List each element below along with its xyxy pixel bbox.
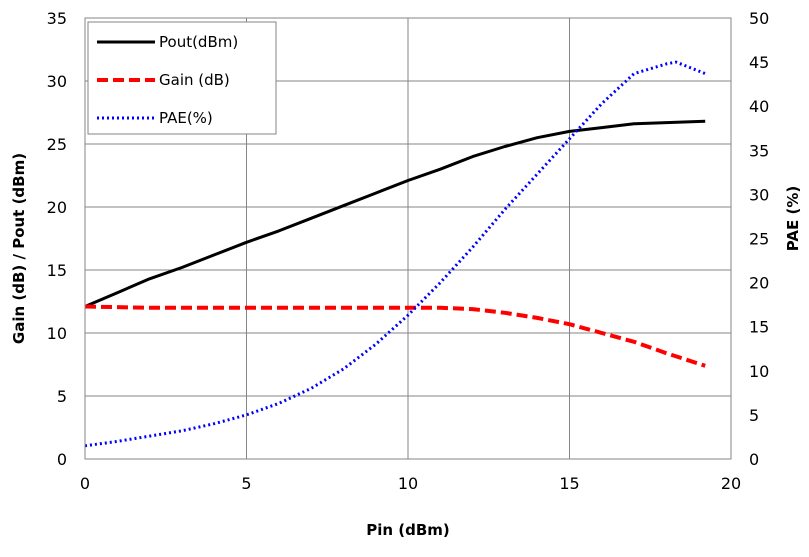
y2-tick-label: 10 xyxy=(749,362,769,381)
y-tick-label: 10 xyxy=(47,324,67,343)
y2-tick-label: 50 xyxy=(749,9,769,28)
y2-axis-ticks: 0 5 10 15 20 25 30 35 40 45 50 xyxy=(749,9,769,469)
y2-tick-label: 20 xyxy=(749,274,769,293)
series-line-1 xyxy=(84,304,706,368)
y-tick-label: 30 xyxy=(47,72,67,91)
y2-tick-label: 40 xyxy=(749,97,769,116)
series-line-2 xyxy=(84,60,706,448)
legend-label-1: Gain (dB) xyxy=(159,71,230,89)
y2-tick-label: 5 xyxy=(749,406,759,425)
legend: Pout(dBm) Gain (dB) PAE(%) xyxy=(87,21,277,135)
series-layer xyxy=(84,60,706,448)
y-tick-label: 20 xyxy=(47,198,67,217)
y2-axis-title: PAE (%) xyxy=(784,186,802,251)
y2-tick-label: 30 xyxy=(749,185,769,204)
y-tick-label: 5 xyxy=(57,387,67,406)
x-tick-label: 20 xyxy=(721,474,741,493)
x-axis-title: Pin (dBm) xyxy=(366,521,450,539)
y-tick-label: 25 xyxy=(47,135,67,154)
x-tick-label: 10 xyxy=(398,474,418,493)
y2-tick-label: 15 xyxy=(749,318,769,337)
x-tick-label: 15 xyxy=(559,474,579,493)
plot-area-border xyxy=(84,17,732,460)
y2-tick-label: 0 xyxy=(749,450,759,469)
y-tick-label: 15 xyxy=(47,261,67,280)
series-line-0 xyxy=(84,119,706,308)
y2-tick-label: 35 xyxy=(749,141,769,160)
x-axis-ticks: 0 5 10 15 20 xyxy=(80,474,741,493)
x-tick-label: 0 xyxy=(80,474,90,493)
legend-label-0: Pout(dBm) xyxy=(159,33,238,51)
y-tick-label: 0 xyxy=(57,450,67,469)
y-tick-label: 35 xyxy=(47,9,67,28)
y2-tick-label: 45 xyxy=(749,53,769,72)
y-axis-ticks: 0 5 10 15 20 25 30 35 xyxy=(47,9,67,469)
y2-tick-label: 25 xyxy=(749,230,769,249)
y-axis-title: Gain (dB) / Pout (dBm) xyxy=(10,153,28,344)
legend-label-2: PAE(%) xyxy=(159,109,213,127)
x-tick-label: 5 xyxy=(241,474,251,493)
